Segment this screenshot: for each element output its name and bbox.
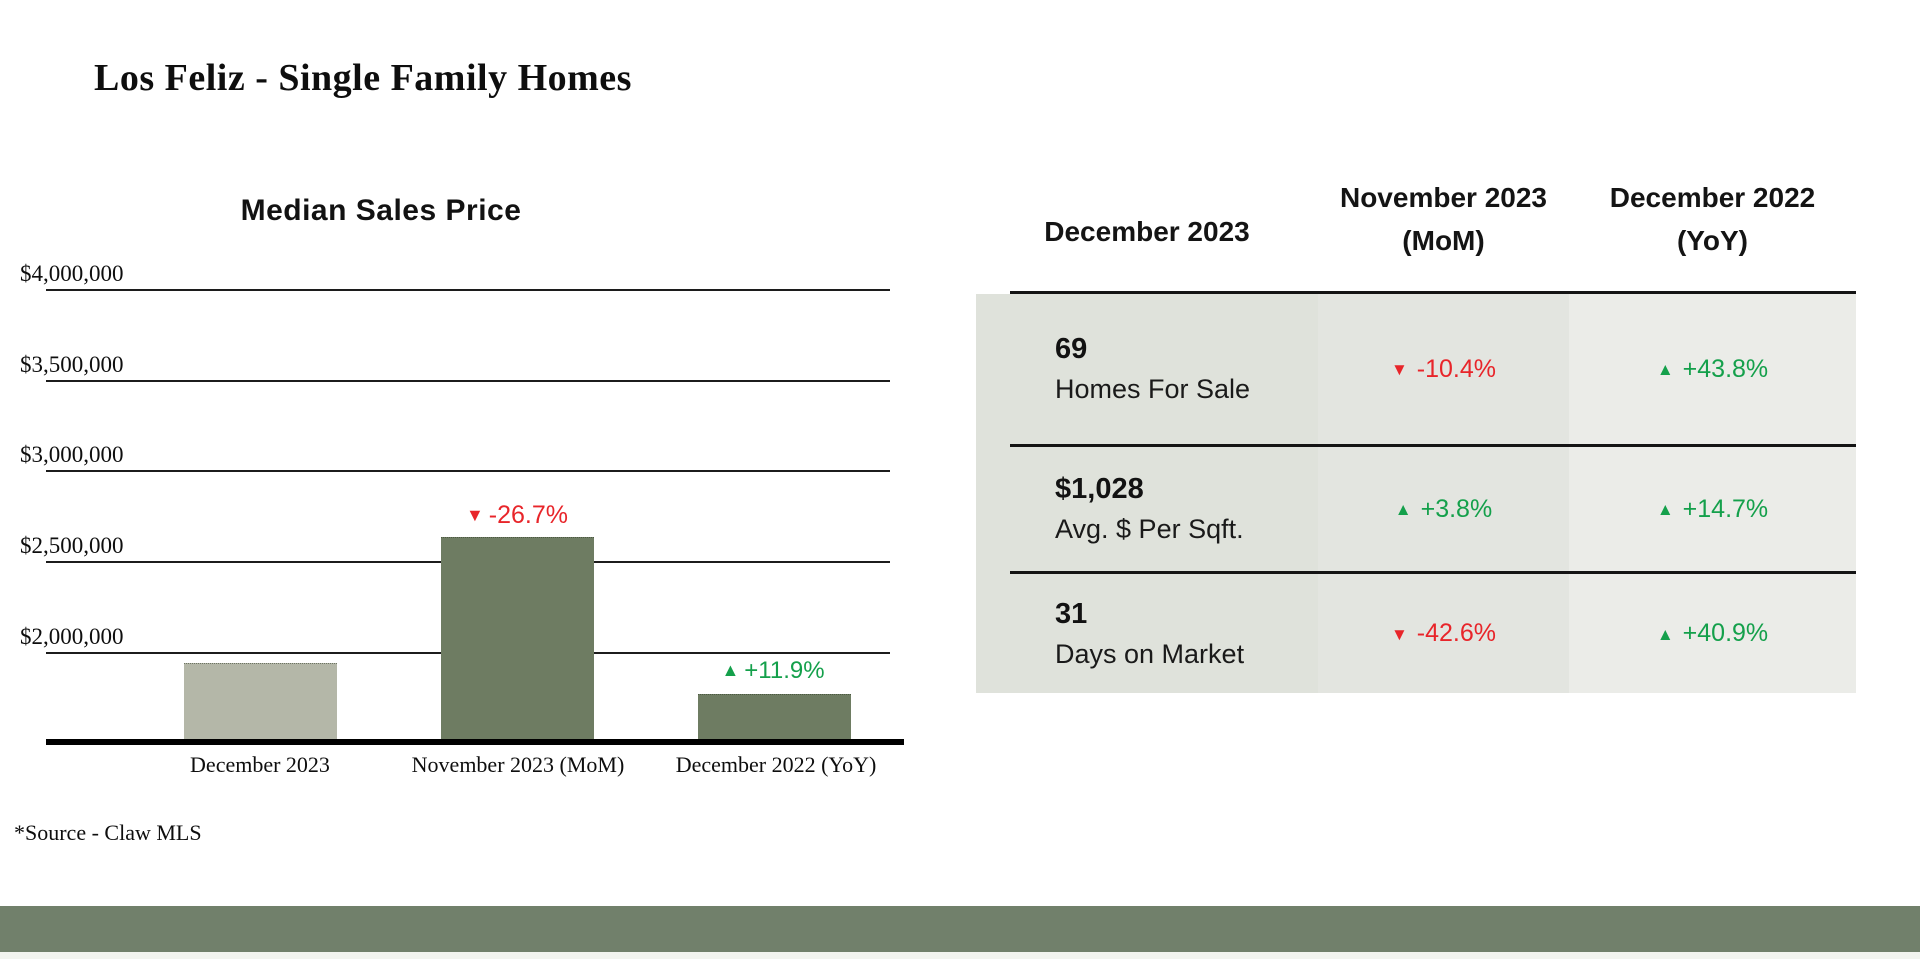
down-arrow-icon: ▼ [465,505,484,525]
metric-label: Homes For Sale [1055,374,1251,404]
header-label: November 2023 [1339,182,1547,213]
metric-value: $1,028 [1055,473,1144,505]
percent-change: +43.8% [1682,354,1769,383]
source-note: *Source - Claw MLS [14,820,202,845]
table-header-current: December 2023 [976,210,1318,253]
metric-label: Days on Market [1055,638,1245,669]
footer-bottom-strip [0,952,1920,959]
header-label: December 2022 [1609,182,1816,213]
y-tick-label: $4,000,000 [20,261,124,286]
footer-accent-band [0,906,1920,952]
table-header-mom: November 2023 (MoM) [1318,176,1569,263]
percent-change: -42.6% [1416,619,1497,647]
y-tick-label: $3,500,000 [20,352,124,377]
header-sublabel: (YoY) [1676,225,1749,257]
up-arrow-icon: ▲ [1656,624,1674,644]
annotation-text: +11.9% [744,657,825,684]
table-column-bg-yoy [1569,294,1856,693]
mom-change-cell: ▼ -42.6% [1318,574,1569,693]
metric-label: Avg. $ Per Sqft. [1055,514,1244,544]
up-arrow-icon: ▲ [1394,500,1412,519]
mom-change-cell: ▼ -10.4% [1318,294,1569,444]
table-column-bg-mom [1318,294,1569,693]
percent-change: -10.4% [1416,354,1497,383]
gridline [46,470,890,472]
x-axis-label: December 2023 [190,752,330,777]
metric-value: 31 [1055,597,1088,630]
gridline [46,380,890,382]
percent-change: +3.8% [1420,494,1493,523]
table-row-avg-price-sqft: $1,028 Avg. $ Per Sqft. [976,447,1318,571]
x-axis-label: November 2023 (MoM) [411,752,625,777]
table-row-divider [1010,444,1856,447]
table-column-bg-current [976,294,1318,693]
up-arrow-icon: ▲ [1656,500,1674,519]
bar-december-2023 [184,663,337,741]
y-tick-label: $2,000,000 [20,624,124,649]
table-row-days-on-market: 31 Days on Market [976,574,1318,693]
up-arrow-icon: ▲ [1656,360,1674,379]
y-tick-label: $3,000,000 [20,442,124,467]
page-title: Los Feliz - Single Family Homes [94,57,632,99]
yoy-change-cell: ▲ +43.8% [1569,294,1856,444]
chart-title: Median Sales Price [240,194,522,227]
metric-value: 69 [1055,333,1088,365]
percent-change: +40.9% [1682,619,1769,647]
table-row-homes-for-sale: 69 Homes For Sale [976,294,1318,444]
x-axis-baseline [46,739,904,745]
down-arrow-icon: ▼ [1390,624,1408,644]
header-label: December 2023 [1044,216,1250,247]
annotation-text: -26.7% [488,501,569,529]
x-axis-label: December 2022 (YoY) [675,752,877,777]
chart-annotation-mom: ▼ -26.7% [407,501,627,530]
gridline [46,289,890,291]
mom-change-cell: ▲ +3.8% [1318,447,1569,571]
bar-november-2023-mom [441,536,594,741]
table-row-divider [1010,571,1856,574]
up-arrow-icon: ▲ [721,660,740,680]
table-header-yoy: December 2022 (YoY) [1569,176,1856,263]
header-sublabel: (MoM) [1402,225,1485,257]
yoy-change-cell: ▲ +14.7% [1569,447,1856,571]
table-header-divider [1010,291,1856,294]
yoy-change-cell: ▲ +40.9% [1569,574,1856,693]
down-arrow-icon: ▼ [1390,360,1408,379]
y-tick-label: $2,500,000 [20,533,124,558]
percent-change: +14.7% [1682,494,1769,523]
chart-annotation-yoy: ▲ +11.9% [663,657,883,685]
bar-december-2022-yoy [698,693,851,741]
